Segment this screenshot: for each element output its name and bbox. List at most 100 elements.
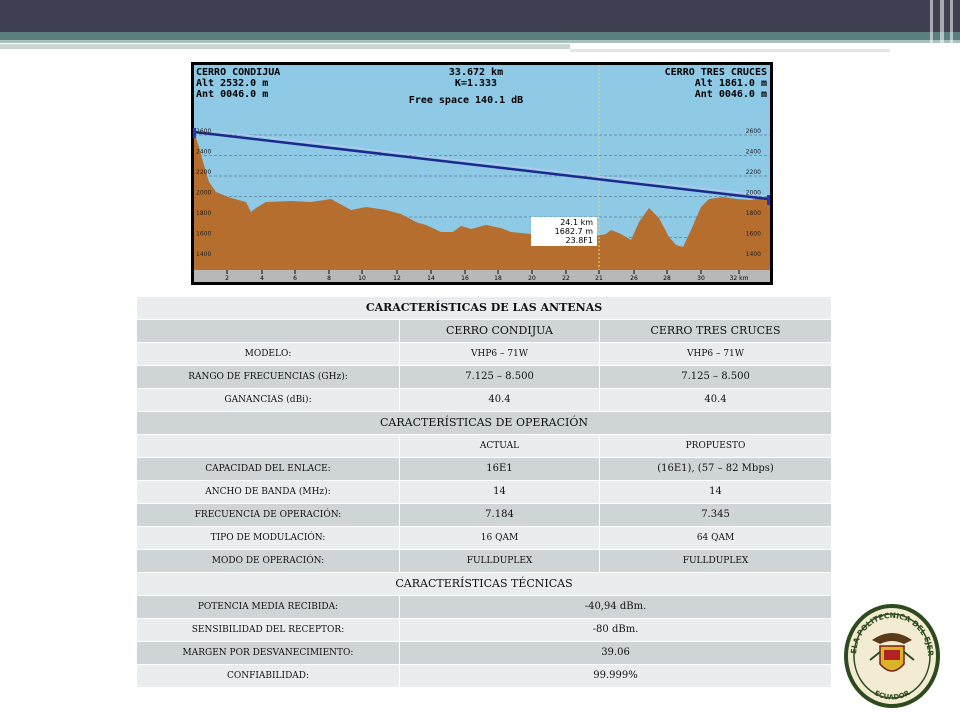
row-label: POTENCIA MEDIA RECIBIDA: xyxy=(136,595,400,619)
row-value-proposed: 64 QAM xyxy=(598,526,833,550)
x-tick-label: 4 xyxy=(260,275,264,282)
row-label: MODELO: xyxy=(136,342,400,366)
x-tick-label: 21 xyxy=(595,275,603,282)
row-value-proposed: FULLDUPLEX xyxy=(598,549,833,573)
x-tick-label: 14 xyxy=(427,275,435,282)
y-tick-label-left: 2000 xyxy=(196,190,211,197)
y-tick-label-left: 2200 xyxy=(196,169,211,176)
cursor-elevation: 1682.7 m xyxy=(555,227,594,236)
accent-bar xyxy=(0,44,570,49)
row-value-left: VHP6 – 71W xyxy=(399,342,600,366)
left-site-name: CERRO CONDIJUA xyxy=(196,67,280,78)
site-left-header: CERRO CONDIJUA xyxy=(399,319,600,343)
institution-seal: ESCUELA POLITECNICA DEL EJERCITO ECUADOR xyxy=(839,597,942,714)
x-tick-label: 26 xyxy=(630,275,638,282)
row-value: -40,94 dBm. xyxy=(398,595,833,619)
y-tick-label-left: 2400 xyxy=(196,149,211,156)
right-antenna-marker xyxy=(767,195,770,205)
accent-line xyxy=(0,32,960,40)
x-tick-label: 28 xyxy=(663,275,671,282)
cursor-fresnel: 23.8F1 xyxy=(565,236,593,245)
row-label: MARGEN POR DESVANECIMIENTO: xyxy=(136,641,400,665)
row-value: 99.999% xyxy=(398,664,833,688)
empty-cell xyxy=(136,434,400,458)
y-tick-label-right: 2400 xyxy=(746,149,761,156)
y-tick-label-left: 1600 xyxy=(196,231,211,238)
left-site-alt: Alt 2532.0 m xyxy=(196,78,268,89)
row-label: CONFIABILIDAD: xyxy=(136,664,400,688)
decor-stripe xyxy=(930,0,933,48)
shield-emblem xyxy=(884,650,900,660)
right-site-ant: Ant 0046.0 m xyxy=(695,89,767,100)
row-value-right: 7.125 – 8.500 xyxy=(598,365,833,389)
row-value-current: 7.184 xyxy=(399,503,600,527)
row-label: CAPACIDAD DEL ENLACE: xyxy=(136,457,400,481)
technical-section-title: CARACTERÍSTICAS TÉCNICAS xyxy=(135,572,833,596)
top-bar xyxy=(0,0,960,32)
fresnel-line xyxy=(193,128,769,197)
row-label: FRECUENCIA DE OPERACIÓN: xyxy=(136,503,400,527)
accent-line-thin xyxy=(0,40,960,43)
seal-text-bottom: ECUADOR xyxy=(873,689,912,702)
row-label: ANCHO DE BANDA (MHz): xyxy=(136,480,400,504)
x-tick-label: 22 xyxy=(562,275,570,282)
x-tick-label: 32 km xyxy=(730,275,749,282)
path-profile-image: CERRO CONDIJUA Alt 2532.0 m Ant 0046.0 m… xyxy=(191,62,773,285)
row-label: RANGO DE FRECUENCIAS (GHz): xyxy=(136,365,400,389)
y-tick-label-left: 1400 xyxy=(196,251,211,258)
proposed-column-header: PROPUESTO xyxy=(598,434,833,458)
free-space-loss: Free space 140.1 dB xyxy=(409,95,523,106)
x-tick-label: 10 xyxy=(358,275,366,282)
row-value-current: 14 xyxy=(399,480,600,504)
row-value-current: FULLDUPLEX xyxy=(399,549,600,573)
y-tick-label-right: 2000 xyxy=(746,190,761,197)
x-tick-label: 16 xyxy=(461,275,469,282)
eagle-icon xyxy=(872,633,912,644)
decor-stripe xyxy=(950,0,953,48)
cursor-distance: 24.1 km xyxy=(560,218,593,227)
current-column-header: ACTUAL xyxy=(399,434,600,458)
x-axis-band xyxy=(194,270,770,282)
row-value-right: VHP6 – 71W xyxy=(598,342,833,366)
empty-cell xyxy=(136,319,400,343)
terrain-profile xyxy=(194,132,770,270)
row-value-proposed: 14 xyxy=(598,480,833,504)
x-tick-label: 6 xyxy=(293,275,297,282)
k-factor: K=1.333 xyxy=(455,78,497,89)
operation-section-title: CARACTERÍSTICAS DE OPERACIÓN xyxy=(135,411,833,435)
right-site-alt: Alt 1861.0 m xyxy=(695,78,767,89)
row-value: -80 dBm. xyxy=(398,618,833,642)
svg-text:ECUADOR: ECUADOR xyxy=(873,689,912,702)
left-site-ant: Ant 0046.0 m xyxy=(196,89,268,100)
x-tick-label: 12 xyxy=(393,275,401,282)
y-tick-label-right: 1800 xyxy=(746,210,761,217)
row-label: TIPO DE MODULACIÓN: xyxy=(136,526,400,550)
y-tick-label-right: 1600 xyxy=(746,231,761,238)
y-tick-label-left: 1800 xyxy=(196,210,211,217)
link-line xyxy=(193,130,769,201)
x-tick-label: 18 xyxy=(494,275,502,282)
path-distance: 33.672 km xyxy=(449,67,503,78)
row-value-proposed: (16E1), (57 – 82 Mbps) xyxy=(598,457,833,481)
x-tick-label: 20 xyxy=(528,275,536,282)
x-tick-label: 2 xyxy=(225,275,229,282)
row-value: 39.06 xyxy=(398,641,833,665)
y-tick-label-right: 2200 xyxy=(746,169,761,176)
row-label: MODO DE OPERACIÓN: xyxy=(136,549,400,573)
row-value-left: 7.125 – 8.500 xyxy=(399,365,600,389)
row-value-current: 16 QAM xyxy=(399,526,600,550)
antennas-section-title: CARACTERÍSTICAS DE LAS ANTENAS xyxy=(135,296,833,320)
row-value-current: 16E1 xyxy=(399,457,600,481)
right-site-name: CERRO TRES CRUCES xyxy=(665,67,767,78)
decor-stripe xyxy=(940,0,944,48)
y-tick-label-right: 2600 xyxy=(746,128,761,135)
y-tick-label-right: 1400 xyxy=(746,251,761,258)
cursor-readout-box xyxy=(531,217,597,246)
accent-bar-short xyxy=(570,49,890,52)
row-label: SENSIBILIDAD DEL RECEPTOR: xyxy=(136,618,400,642)
left-antenna-marker xyxy=(193,128,196,138)
row-value-left: 40.4 xyxy=(399,388,600,412)
row-value-right: 40.4 xyxy=(598,388,833,412)
x-tick-label: 8 xyxy=(327,275,331,282)
y-tick-label-left: 2600 xyxy=(196,128,211,135)
